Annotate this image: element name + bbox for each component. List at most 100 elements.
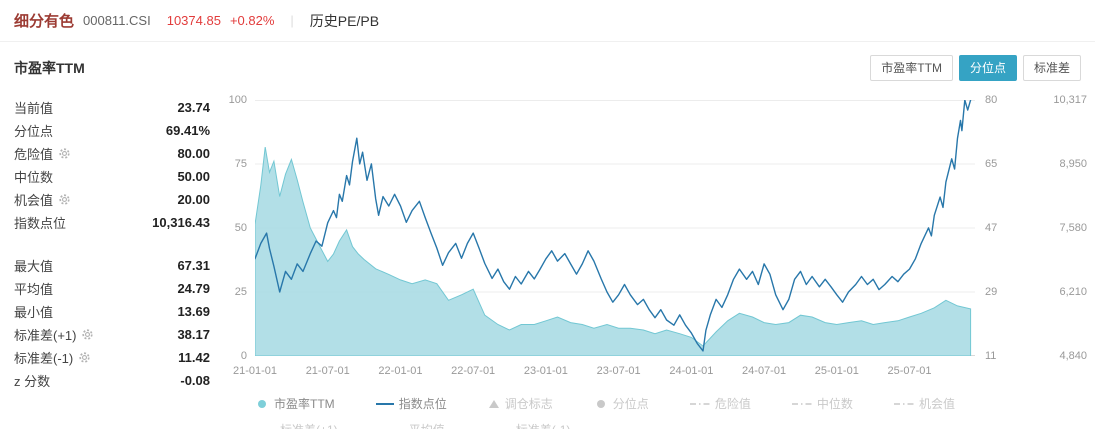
x-axis-tick: 23-07-01 xyxy=(596,365,641,377)
stat-value-z-score: -0.08 xyxy=(180,373,210,388)
x-axis-tick: 24-07-01 xyxy=(742,365,787,377)
stat-row-index-points: 指数点位 10,316.43 xyxy=(14,211,210,234)
legend-label-pe-ttm: 市盈率TTM xyxy=(274,397,335,411)
legend-item-std-plus-1[interactable]: 标准差(+1) xyxy=(255,421,338,429)
gear-icon[interactable] xyxy=(81,328,94,341)
stat-row-z-score: z 分数 -0.08 xyxy=(14,369,210,392)
x-axis-tick: 23-01-01 xyxy=(523,365,568,377)
dot-marker-icon xyxy=(255,399,269,409)
x-axis-tick: 24-01-01 xyxy=(669,365,714,377)
legend-item-pe-ttm[interactable]: 市盈率TTM xyxy=(255,395,335,412)
triangle-marker-icon xyxy=(488,399,500,409)
x-axis-tick: 21-07-01 xyxy=(305,365,350,377)
stat-label-danger-value: 危险值 xyxy=(14,147,54,162)
left-axis-tick: 25 xyxy=(234,286,247,298)
legend-label-std-minus-1: 标准差(-1) xyxy=(516,421,571,429)
pe-axis-tick: 65 xyxy=(985,158,998,170)
stat-row-median: 中位数 50.00 xyxy=(14,165,210,188)
gear-icon[interactable] xyxy=(58,193,71,206)
index-axis-tick: 7,580 xyxy=(1059,222,1087,234)
legend-item-std-minus-1[interactable]: 标准差(-1) xyxy=(490,421,571,429)
tab-pe-ttm[interactable]: 市盈率TTM xyxy=(870,55,953,81)
stats-group-2: 最大值 67.31 平均值 24.79 最小值 13.69 标准差(+1) 38.17 标准差(… xyxy=(14,254,210,392)
stat-value-index-points: 10,316.43 xyxy=(152,215,210,230)
legend-label-percentile: 分位点 xyxy=(612,397,649,411)
nav-history-pepb[interactable]: 历史PE/PB xyxy=(309,12,380,29)
x-axis-tick: 22-01-01 xyxy=(378,365,423,377)
stat-row-std-plus-1: 标准差(+1) 38.17 xyxy=(14,323,210,346)
pe-axis-tick: 11 xyxy=(985,350,997,362)
stat-label-opportunity-value: 机会值 xyxy=(14,193,54,208)
dot-marker-icon xyxy=(594,399,608,409)
stat-row-danger-value: 危险值 80.00 xyxy=(14,142,210,165)
legend-label-index-points: 指数点位 xyxy=(398,397,447,411)
left-axis-tick: 50 xyxy=(234,222,247,234)
stat-value-current-value: 23.74 xyxy=(177,100,210,115)
gear-icon[interactable] xyxy=(78,351,91,364)
legend-item-percentile[interactable]: 分位点 xyxy=(594,395,649,412)
pe-axis-tick: 29 xyxy=(985,286,998,298)
dashdot-marker-icon xyxy=(689,399,710,409)
stat-label-z-score: z 分数 xyxy=(14,374,51,389)
stat-value-min-value: 13.69 xyxy=(177,304,210,319)
dashdot-marker-icon xyxy=(490,425,511,429)
legend-item-median[interactable]: 中位数 xyxy=(791,395,853,412)
gear-icon[interactable] xyxy=(58,147,71,160)
stat-value-opportunity-value: 20.00 xyxy=(177,192,210,207)
x-axis-tick: 21-01-01 xyxy=(232,365,278,377)
plot-area[interactable] xyxy=(255,100,975,356)
dashdot-marker-icon xyxy=(383,425,404,429)
section-row: 市盈率TTM 市盈率TTM 分位点 标准差 xyxy=(14,54,1081,82)
dashdot-marker-icon xyxy=(255,425,275,429)
index-axis-tick: 8,950 xyxy=(1059,158,1087,170)
x-axis-tick: 25-07-01 xyxy=(887,365,932,377)
index-line-series xyxy=(255,100,972,352)
legend-item-rebalance-flag[interactable]: 调仓标志 xyxy=(488,395,553,412)
stat-value-std-plus-1: 38.17 xyxy=(177,327,210,342)
tab-std-dev[interactable]: 标准差 xyxy=(1022,55,1081,81)
tab-percentile[interactable]: 分位点 xyxy=(958,55,1017,81)
stat-row-std-minus-1: 标准差(-1) 11.42 xyxy=(14,346,210,369)
stat-value-max-value: 67.31 xyxy=(177,258,210,273)
legend-item-index-points[interactable]: 指数点位 xyxy=(375,395,447,412)
stats-panel: 当前值 23.74 分位点 69.41% 危险值 80.00 中位数 50.00 机会值 20.0… xyxy=(14,96,210,392)
index-axis-tick: 4,840 xyxy=(1059,350,1087,362)
stat-label-max-value: 最大值 xyxy=(14,259,54,274)
stat-label-mean-value: 平均值 xyxy=(14,282,54,297)
stat-row-max-value: 最大值 67.31 xyxy=(14,254,210,277)
stat-label-percentile: 分位点 xyxy=(14,124,54,139)
stat-label-std-plus-1: 标准差(+1) xyxy=(14,328,77,343)
index-name: 细分有色 xyxy=(14,13,75,30)
x-axis-tick: 22-07-01 xyxy=(451,365,496,377)
legend-label-opportunity-value: 机会值 xyxy=(918,397,955,411)
stat-row-min-value: 最小值 13.69 xyxy=(14,300,210,323)
legend-row-1: 市盈率TTM 指数点位 调仓标志 分位点 危险值 中位数 机会值 xyxy=(255,395,955,412)
legend-item-opportunity-value[interactable]: 机会值 xyxy=(893,395,955,412)
stats-group-1: 当前值 23.74 分位点 69.41% 危险值 80.00 中位数 50.00 机会值 20.0… xyxy=(14,96,210,234)
pe-area-series xyxy=(255,147,972,356)
left-axis-tick: 0 xyxy=(240,350,247,362)
legend-label-rebalance-flag: 调仓标志 xyxy=(504,397,553,411)
stat-label-current-value: 当前值 xyxy=(14,101,54,116)
metric-toggle-group: 市盈率TTM 分位点 标准差 xyxy=(864,55,1081,81)
stat-value-percentile: 69.41% xyxy=(165,123,210,138)
dashdot-marker-icon xyxy=(893,399,914,409)
line-marker-icon xyxy=(375,399,394,409)
legend-item-danger-value[interactable]: 危险值 xyxy=(689,395,751,412)
legend-label-median: 中位数 xyxy=(816,397,853,411)
legend-item-mean-value[interactable]: 平均值 xyxy=(383,421,445,429)
section-title: 市盈率TTM xyxy=(14,60,85,76)
x-axis-tick: 25-01-01 xyxy=(814,365,859,377)
index-code: 000811.CSI xyxy=(83,13,151,28)
stat-value-median: 50.00 xyxy=(177,169,210,184)
index-price: 10374.85 xyxy=(166,13,221,28)
stat-value-danger-value: 80.00 xyxy=(177,146,210,161)
legend-label-std-plus-1: 标准差(+1) xyxy=(280,421,338,429)
legend-label-danger-value: 危险值 xyxy=(714,397,751,411)
stat-row-mean-value: 平均值 24.79 xyxy=(14,277,210,300)
pe-axis-tick: 80 xyxy=(985,94,998,106)
pe-axis-tick: 47 xyxy=(985,222,998,234)
header-divider: | xyxy=(290,13,294,28)
stat-row-opportunity-value: 机会值 20.00 xyxy=(14,188,210,211)
